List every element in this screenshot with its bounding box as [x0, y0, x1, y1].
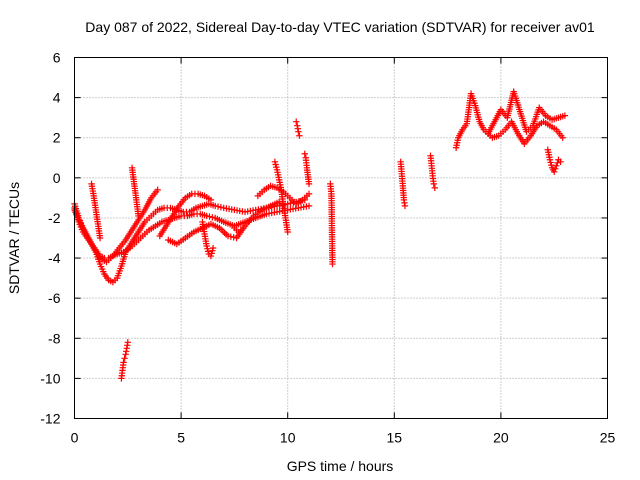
- x-tick-label: 20: [493, 430, 509, 446]
- data-point: [301, 150, 308, 157]
- data-point: [561, 112, 569, 119]
- data-point: [227, 233, 235, 240]
- data-point: [296, 132, 303, 139]
- y-tick-label: -2: [48, 210, 61, 226]
- data-point: [305, 202, 313, 210]
- y-tick-label: -6: [48, 290, 61, 306]
- plot-frame: [74, 57, 608, 419]
- data-point: [551, 168, 558, 176]
- data-point: [557, 158, 564, 165]
- data-point: [559, 134, 566, 141]
- data-point: [230, 234, 237, 241]
- data-point: [431, 184, 439, 192]
- data-point: [554, 159, 561, 166]
- data-point: [293, 118, 300, 125]
- data-point: [203, 212, 210, 220]
- data-point: [121, 355, 128, 362]
- data-point: [120, 359, 127, 366]
- data-point: [553, 162, 560, 169]
- data-point: [135, 212, 142, 220]
- data-point: [217, 204, 225, 211]
- data-point: [552, 165, 559, 173]
- y-tick-label: -4: [48, 250, 61, 266]
- y-tick-label: 2: [53, 130, 61, 146]
- data-point: [209, 244, 217, 252]
- y-tick-label: 4: [53, 90, 61, 106]
- x-tick-label: 0: [71, 430, 79, 446]
- y-tick-label: 0: [53, 170, 61, 186]
- data-point: [284, 228, 291, 236]
- data-point: [287, 200, 294, 207]
- data-point: [305, 180, 313, 188]
- tick-labels: 0 5 10 15 20 25 -12 -10 -8 -6 -4 -2 0 2 4 6: [40, 50, 615, 446]
- data-point: [430, 180, 437, 188]
- chart-title: Day 087 of 2022, Sidereal Day-to-day VTE…: [85, 19, 595, 35]
- y-tick-label: -10: [40, 370, 60, 386]
- x-tick-label: 5: [177, 430, 185, 446]
- data-point: [329, 260, 336, 268]
- data-point: [124, 339, 131, 346]
- data-point: [305, 190, 313, 198]
- data-point: [154, 186, 161, 194]
- data-point: [207, 196, 215, 204]
- data-point: [237, 226, 244, 234]
- data-point: [96, 234, 104, 242]
- data-point: [212, 202, 219, 210]
- y-tick-label: 6: [53, 50, 61, 66]
- data-point: [224, 232, 232, 240]
- data-point: [214, 203, 222, 210]
- x-tick-label: 15: [387, 430, 403, 446]
- y-tick-label: -12: [40, 411, 60, 427]
- y-axis-label: SDTVAR / TECUs: [6, 182, 22, 294]
- x-tick-label: 25: [600, 430, 616, 446]
- data-points: [71, 88, 569, 382]
- data-point: [401, 202, 409, 210]
- x-tick-label: 10: [280, 430, 296, 446]
- x-axis-label: GPS time / hours: [287, 458, 394, 474]
- data-point: [295, 128, 302, 135]
- data-point: [206, 213, 213, 220]
- y-tick-label: -8: [48, 330, 61, 346]
- data-point: [209, 214, 216, 221]
